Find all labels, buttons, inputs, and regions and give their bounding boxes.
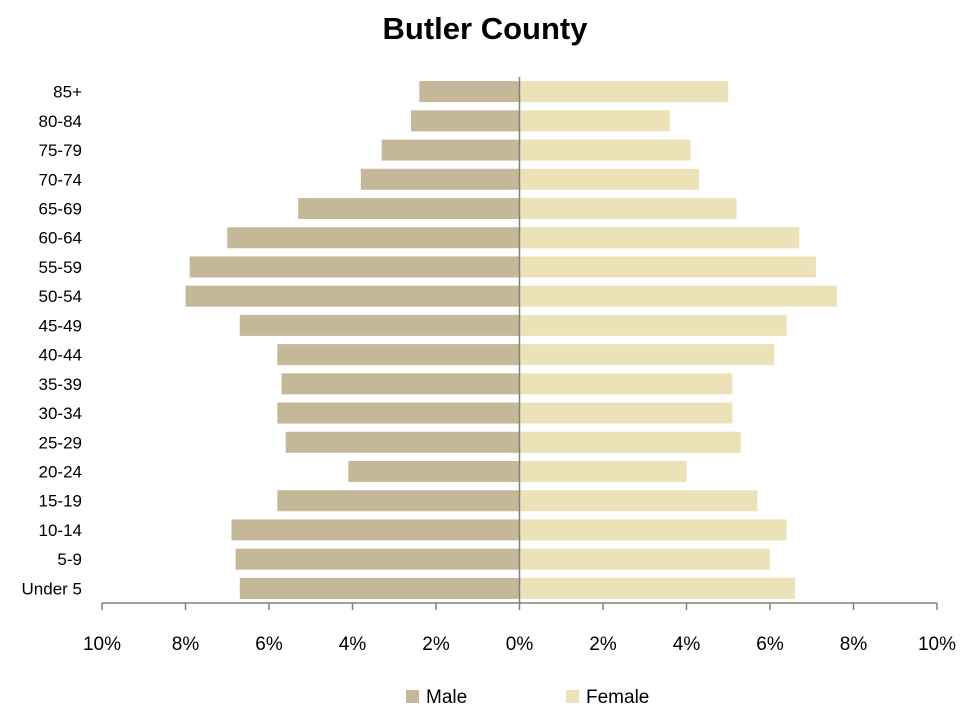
legend-swatch-male [406,690,419,703]
x-tick-label: 2% [589,634,617,655]
x-tick-label: 8% [172,634,200,655]
bar-male-10 [281,373,520,395]
category-label: 70-74 [39,170,82,189]
category-label: 80-84 [39,112,82,131]
bar-male-2 [381,139,520,161]
legend: Male Female [406,687,649,708]
legend-label-male: Male [426,687,467,708]
bar-male-1 [410,110,520,132]
category-label: 65-69 [39,200,82,219]
bar-female-11 [519,402,733,424]
x-tick-label: 0% [506,634,534,655]
bar-male-12 [285,431,520,453]
bar-female-7 [519,285,837,307]
bar-male-17 [239,577,520,599]
bar-female-14 [519,490,758,512]
category-label: 75-79 [39,141,82,160]
bar-male-13 [348,460,520,483]
x-tick-label: 10% [83,634,121,655]
bar-female-10 [519,373,733,395]
bar-female-17 [519,577,796,599]
category-label: 35-39 [39,375,82,394]
category-label: Under 5 [22,579,82,598]
category-label: 30-34 [39,404,82,423]
bar-female-2 [519,139,691,161]
bar-female-1 [519,110,670,132]
bar-female-4 [519,197,737,220]
category-labels: 85+ 80-84 75-79 70-74 65-69 60-64 55-59 50-54 45… [22,83,83,599]
x-tick-label: 4% [673,634,701,655]
x-tick-label: 2% [422,634,450,655]
category-label: 60-64 [39,229,82,248]
bar-male-14 [277,490,520,512]
bar-male-6 [189,256,520,278]
x-tick-label: 6% [756,634,784,655]
category-label: 45-49 [39,316,82,335]
category-label: 55-59 [39,258,82,277]
bar-female-12 [519,431,741,453]
bar-male-8 [239,314,520,336]
bar-male-0 [419,81,520,103]
chart-title: Butler County [383,11,589,46]
bar-male-11 [277,402,520,424]
bar-female-8 [519,314,787,336]
bar-female-3 [519,168,700,190]
bar-female-6 [519,256,816,278]
bar-female-5 [519,227,800,249]
bar-female-16 [519,548,770,570]
x-tick-label: 4% [339,634,367,655]
x-tick-label: 10% [918,634,956,655]
bar-male-4 [298,197,520,220]
category-label: 15-19 [39,492,82,511]
bar-male-5 [227,227,520,249]
category-label: 20-24 [39,463,82,482]
bar-male-9 [277,344,520,366]
bar-female-0 [519,81,729,103]
bar-male-16 [235,548,520,570]
bar-male-3 [360,168,520,190]
legend-swatch-female [566,690,579,703]
category-label: 40-44 [39,346,82,365]
bar-female-9 [519,344,775,366]
category-label: 10-14 [39,521,82,540]
category-label: 50-54 [39,287,82,306]
category-label: 85+ [53,83,82,102]
x-tick-label: 6% [255,634,283,655]
x-axis: 10% 8% 6% 4% 2% 0% 2% 4% 6% 8% 10% [83,77,956,655]
x-tick-label: 8% [840,634,868,655]
bars-group [185,81,837,599]
bar-male-7 [185,285,520,307]
legend-label-female: Female [586,687,649,708]
category-label: 5-9 [57,550,82,569]
bar-male-15 [231,519,520,541]
bar-female-13 [519,460,687,483]
bar-female-15 [519,519,787,541]
category-label: 25-29 [39,433,82,452]
